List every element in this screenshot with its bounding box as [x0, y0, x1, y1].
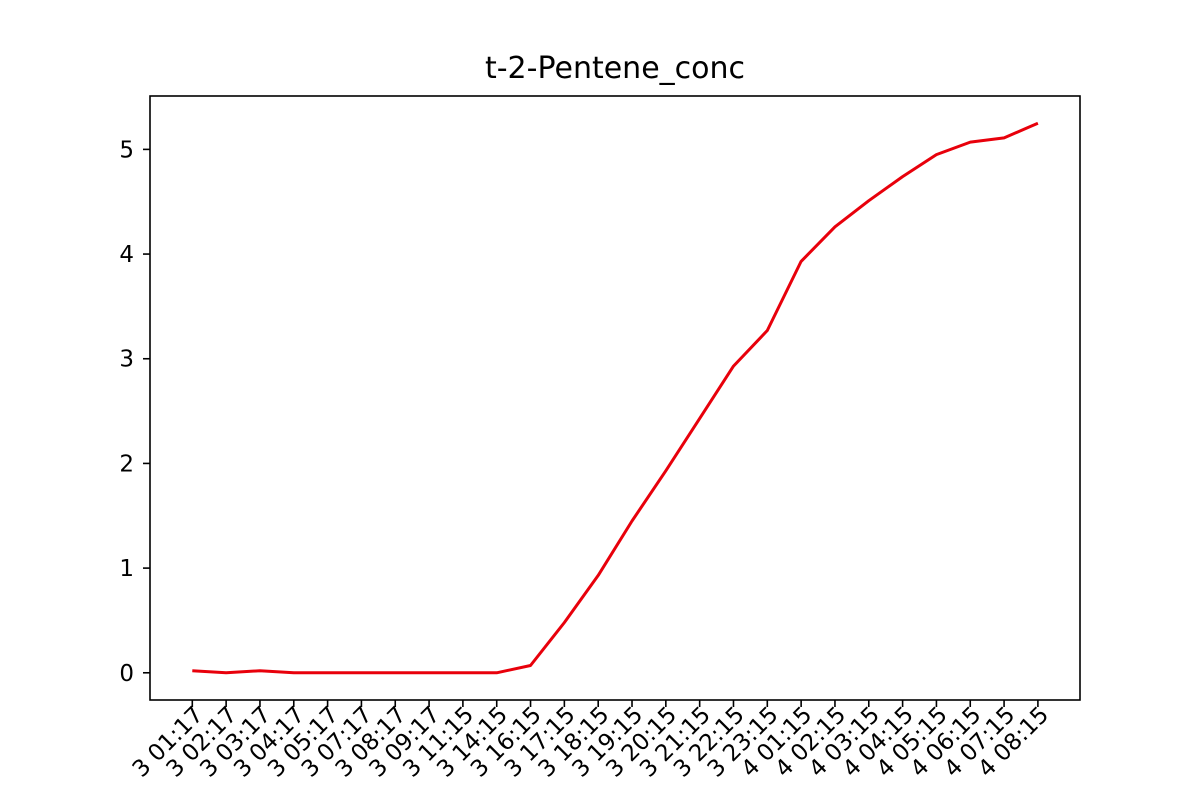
y-tick-label: 5 — [119, 137, 134, 163]
y-tick-label: 3 — [119, 347, 134, 373]
series-layer — [192, 123, 1038, 673]
series-line — [192, 123, 1038, 673]
chart-title: t-2-Pentene_conc — [485, 51, 745, 86]
y-tick-label: 2 — [119, 451, 134, 477]
x-axis: 3 01:173 02:173 03:173 04:173 05:173 07:… — [128, 700, 1054, 783]
y-tick-label: 0 — [119, 661, 134, 687]
y-tick-label: 4 — [119, 242, 134, 268]
y-tick-label: 1 — [119, 556, 134, 582]
plot-area — [150, 96, 1080, 700]
y-axis: 0 1 2 3 4 5 — [119, 137, 150, 686]
